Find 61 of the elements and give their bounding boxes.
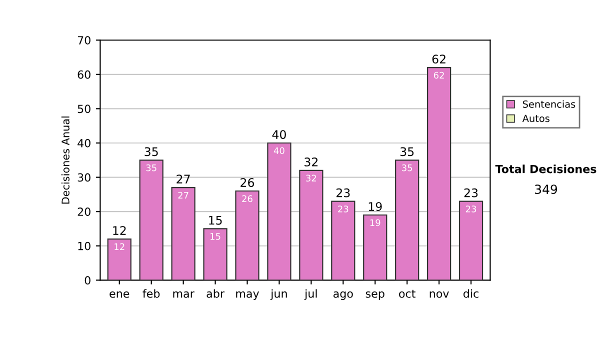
y-tick-label: 70 [78, 36, 90, 44]
data-label: 19 [370, 219, 380, 226]
y-tick-label: 0 [84, 276, 90, 285]
data-label: 27 [178, 192, 188, 199]
legend-label: Sentencias [522, 100, 576, 108]
y-axis-title: Decisiones Anual [61, 116, 70, 204]
bar [299, 170, 324, 280]
bar [267, 142, 292, 280]
legend-label: Autos [522, 114, 550, 122]
annotation: 19 [368, 202, 382, 212]
annotation: 40 [272, 130, 286, 139]
y-tick-label: 60 [78, 70, 90, 79]
y-tick-label: 20 [78, 208, 90, 216]
bar [426, 67, 452, 280]
bar [139, 160, 164, 280]
annotation: 12 [113, 226, 126, 235]
data-label: 62 [434, 72, 444, 79]
annotation: 35 [144, 147, 158, 156]
data-label: 32 [306, 174, 316, 182]
data-label: 23 [466, 206, 476, 212]
annotation: 15 [209, 216, 222, 225]
annotation: 62 [432, 54, 446, 64]
x-tick-label: mar [173, 291, 194, 298]
data-label: 12 [114, 243, 124, 250]
annotation: 32 [304, 157, 318, 166]
x-tick-label: abr [206, 289, 224, 298]
text: Total Decisiones [495, 164, 596, 174]
x-tick-label: sep [366, 291, 384, 300]
x-tick-label: dic [464, 289, 478, 298]
y-tick-label: 50 [78, 104, 90, 114]
x-tick-label: may [236, 291, 260, 300]
data-label: 23 [338, 206, 348, 212]
y-tick-label: 40 [78, 138, 90, 148]
y-tick-label: 30 [78, 173, 90, 182]
bar [203, 228, 228, 280]
x-tick-label: jul [304, 289, 317, 300]
annotation: 23 [336, 188, 350, 198]
bar [235, 190, 260, 280]
bar [395, 160, 420, 280]
x-tick-label: ene [110, 291, 130, 298]
annotation: 26 [240, 178, 254, 187]
text: 349 [535, 184, 558, 194]
y-tick-label: 10 [78, 242, 90, 250]
x-tick-label: ago [333, 291, 353, 300]
bar [331, 200, 356, 280]
data-label: 35 [402, 164, 412, 172]
bar [107, 238, 132, 280]
data-label: 26 [242, 195, 252, 202]
x-tick-label: feb [142, 289, 160, 298]
data-label: 40 [274, 147, 284, 154]
annotation: 23 [464, 188, 478, 198]
data-label: 35 [146, 164, 156, 172]
bar [171, 187, 196, 280]
annotation: 27 [176, 174, 190, 184]
x-tick-label: oct [399, 290, 416, 298]
annotation: 35 [400, 147, 414, 156]
bar [458, 200, 484, 280]
x-tick-label: nov [430, 291, 449, 298]
data-label: 15 [210, 233, 220, 240]
x-tick-label: jun [270, 289, 287, 300]
bar [363, 214, 388, 280]
